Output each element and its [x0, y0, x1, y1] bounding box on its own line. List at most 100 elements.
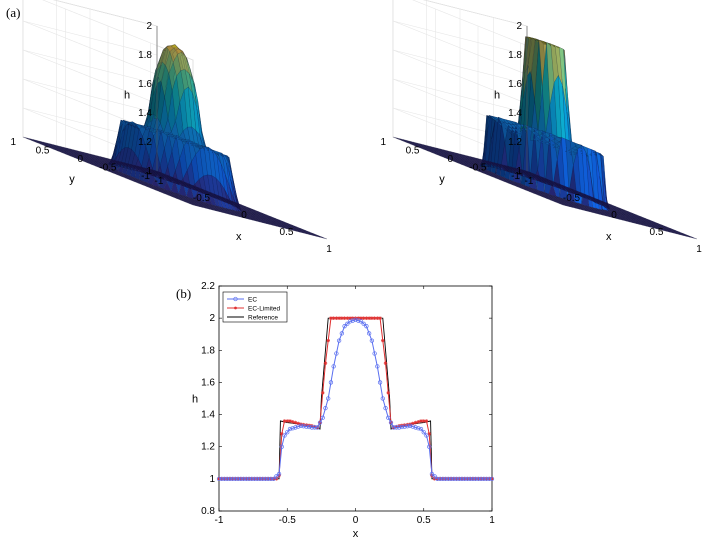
series-marker-ec: [457, 476, 462, 482]
series-marker-ec: [481, 476, 486, 482]
series-marker-ec: [312, 425, 317, 430]
surface-patch: [689, 236, 698, 240]
series-marker-ec: [216, 476, 222, 482]
series-marker-ec: [257, 476, 263, 482]
series-marker-ec: [397, 425, 402, 430]
series-marker-ec-limited: [386, 391, 391, 395]
series-marker-ec: [462, 476, 467, 482]
series-marker-ec: [268, 476, 274, 482]
y-tick-label: 2: [209, 313, 215, 324]
x-tick-label: -0.5: [563, 193, 581, 204]
series-marker-ec-limited: [350, 316, 355, 320]
series-marker-ec: [427, 444, 432, 449]
series-marker-ec: [356, 318, 361, 323]
legend-label: Reference: [248, 314, 278, 321]
x-tick-label: 0.5: [417, 515, 431, 526]
grid-line: [392, 49, 564, 119]
y-tick-label: 0: [77, 154, 83, 165]
series-marker-ec: [282, 433, 287, 438]
series-marker-ec: [473, 476, 478, 482]
series-marker-ec: [399, 424, 405, 430]
legend: EC EC-Limited Reference: [222, 291, 288, 323]
series-line-ec: [219, 319, 492, 480]
surface-plot-right: 1 1.2 1.4 1.6 1.8 2 -1 -0.5 0 0.5 1 1 0.5 0 -0.5 -1 h x y: [380, 0, 702, 255]
series-marker-ec: [437, 476, 443, 482]
grid-line: [392, 20, 564, 90]
series-marker-ec: [377, 380, 383, 385]
series-marker-ec: [230, 476, 235, 482]
x-tick-label: 1: [326, 244, 332, 255]
series-marker-ec: [320, 415, 325, 420]
z-tick-label: 1.8: [138, 50, 152, 61]
series-marker-ec: [222, 476, 227, 482]
series-marker-ec: [489, 476, 495, 482]
series-marker-ec-limited: [356, 316, 361, 320]
series-marker-ec: [293, 425, 298, 430]
series-marker-ec: [255, 476, 260, 482]
series-marker-ec: [405, 424, 410, 429]
series-marker-ec-limited: [274, 477, 279, 481]
z-tick-label: 1.4: [138, 108, 152, 119]
series-marker-ec: [298, 423, 304, 428]
grid-line: [22, 49, 194, 119]
legend-label: EC-Limited: [248, 305, 281, 312]
y-tick-label: 1.2: [201, 442, 215, 453]
y-tick-label: 1: [209, 474, 215, 485]
series-marker-ec: [386, 415, 391, 420]
series-marker-ec: [372, 351, 377, 356]
series-marker-ec: [285, 430, 290, 435]
series-marker-ec: [301, 424, 306, 429]
series-marker-ec: [309, 425, 314, 430]
y-tick-label: 0.5: [36, 146, 50, 157]
x-tick-label: -1: [525, 176, 534, 187]
series-marker-ec: [331, 364, 336, 369]
series-marker-ec: [375, 364, 380, 369]
series-marker-ec-limited: [419, 419, 423, 423]
series-marker-ec-limited: [394, 424, 399, 429]
x-tick-label: -1: [215, 515, 224, 526]
series-marker-ec: [276, 471, 282, 477]
y-tick-label: -0.5: [469, 163, 487, 174]
legend-label: EC: [248, 296, 257, 303]
series-marker-ec: [287, 426, 293, 432]
series-marker-ec: [448, 476, 454, 482]
series-marker-ec-limited: [285, 419, 290, 423]
series-marker-ec: [345, 321, 350, 326]
series-marker-ec: [454, 476, 459, 482]
x-tick-label: 0: [353, 515, 359, 526]
series-marker-ec: [252, 476, 257, 482]
series-marker-ec: [233, 476, 238, 482]
series-marker-ec: [334, 351, 339, 356]
series-marker-ec: [350, 318, 355, 323]
series-marker-ec-limited: [293, 420, 298, 425]
series-marker-ec: [484, 476, 489, 482]
series-marker-ec: [410, 424, 415, 429]
axes: 1 1.2 1.4 1.6 1.8 2 -1 -0.5 0 0.5 1 1 0.5 0 -0.5 -1 h x y: [10, 21, 332, 255]
x-tick-label: -0.5: [193, 193, 211, 204]
y-tick-label: 0.8: [201, 506, 215, 517]
x-tick-label: 0.5: [280, 227, 294, 238]
series-marker-ec-limited: [375, 316, 380, 320]
series-marker-ec: [380, 396, 385, 401]
y-tick-label: 1.6: [201, 377, 215, 388]
series-marker-ec-limited: [320, 391, 325, 395]
z-tick-label: 1: [146, 166, 152, 177]
series-marker-ec: [388, 420, 394, 425]
series-marker-ec-limited: [288, 419, 292, 423]
y-axis-label: y: [69, 174, 75, 186]
series-marker-ec: [235, 476, 241, 482]
y-tick-label: -1: [511, 171, 520, 182]
series-marker-ec-limited: [416, 420, 421, 424]
series-marker-ec: [279, 444, 284, 449]
series-marker-ec: [304, 424, 309, 429]
series-marker-ec-limited: [427, 432, 432, 436]
series-marker-ec-limited: [421, 419, 426, 423]
z-tick-label: 1.2: [508, 137, 522, 148]
y-tick-label: 1: [380, 137, 386, 148]
series-marker-ec: [263, 476, 268, 482]
series-marker-ec: [225, 476, 230, 482]
z-tick-label: 1.6: [138, 79, 152, 90]
series-marker-ec: [478, 476, 484, 482]
series-marker-ec: [468, 476, 473, 482]
